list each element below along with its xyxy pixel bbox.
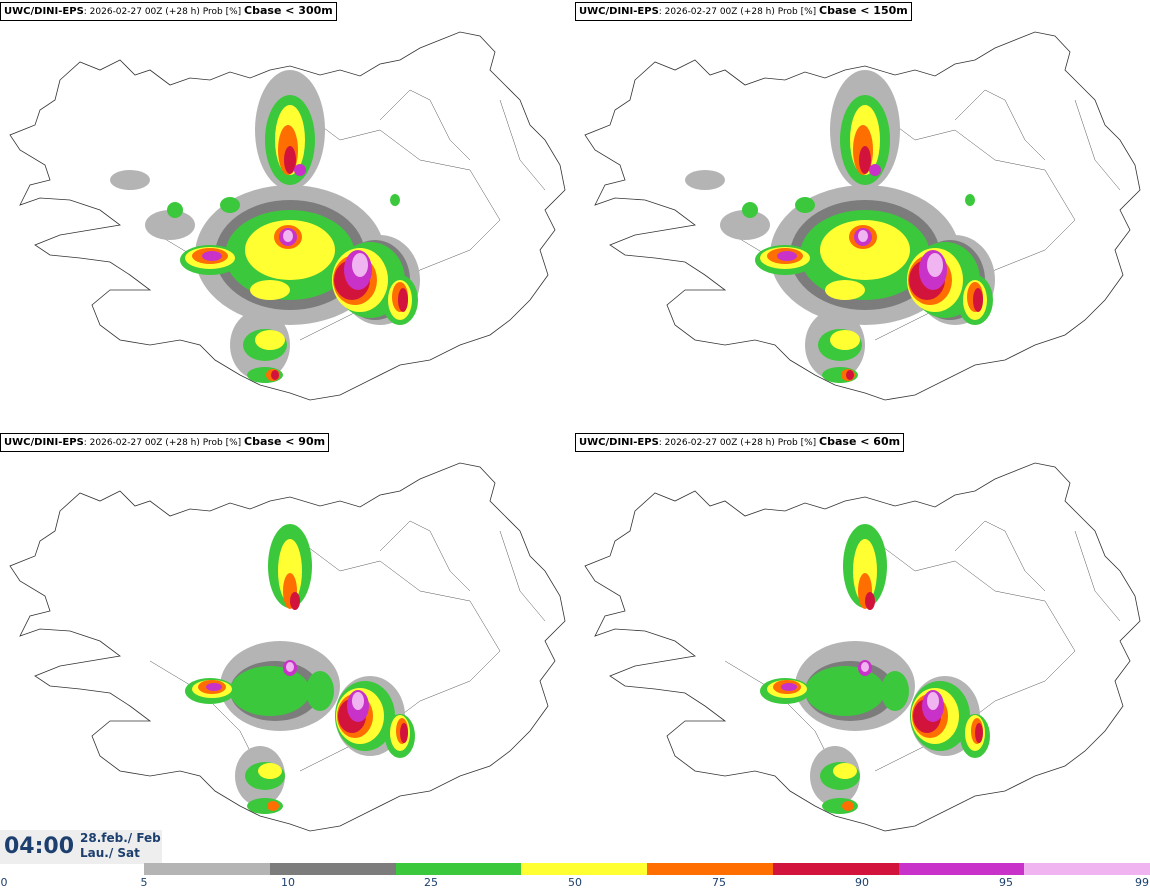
iceland-probability-map xyxy=(0,431,575,861)
iceland-probability-map xyxy=(0,0,575,430)
legend-seg-25-50 xyxy=(395,863,522,875)
legend-seg-10-25 xyxy=(269,863,396,875)
panel-title: UWC/DINI-EPS: 2026-02-27 00Z (+28 h) Pro… xyxy=(0,433,330,452)
valid-date: 28.feb./ Feb Lau./ Sat xyxy=(80,831,161,860)
legend-tick: 10 xyxy=(281,876,295,889)
legend-tick: 90 xyxy=(855,876,869,889)
legend-seg-99 xyxy=(1024,863,1150,875)
legend-seg-50-75 xyxy=(521,863,647,875)
legend-tick: 99 xyxy=(1135,876,1149,889)
legend-tick: 50 xyxy=(568,876,582,889)
legend-tick: 75 xyxy=(712,876,726,889)
legend-ticks: 0 5 10 25 50 75 90 95 99 xyxy=(0,875,1150,891)
valid-time-box: 04:00 28.feb./ Feb Lau./ Sat xyxy=(0,830,162,864)
map-panel-cbase-300: UWC/DINI-EPS: 2026-02-27 00Z (+28 h) Pro… xyxy=(0,0,575,430)
legend-colorbar xyxy=(144,863,1150,875)
legend-seg-95-99 xyxy=(898,863,1025,875)
panel-title: UWC/DINI-EPS: 2026-02-27 00Z (+28 h) Pro… xyxy=(575,2,912,21)
legend-seg-5-10 xyxy=(144,863,270,875)
map-panel-cbase-60: UWC/DINI-EPS: 2026-02-27 00Z (+28 h) Pro… xyxy=(575,431,1150,861)
valid-time: 04:00 xyxy=(4,834,75,859)
iceland-probability-map xyxy=(575,0,1150,430)
panel-title: UWC/DINI-EPS: 2026-02-27 00Z (+28 h) Pro… xyxy=(0,2,337,21)
legend-tick: 5 xyxy=(140,876,148,889)
iceland-probability-map xyxy=(575,431,1150,861)
legend-tick: 0 xyxy=(0,876,8,889)
legend-seg-90-95 xyxy=(772,863,899,875)
map-panel-cbase-150: UWC/DINI-EPS: 2026-02-27 00Z (+28 h) Pro… xyxy=(575,0,1150,430)
panel-title: UWC/DINI-EPS: 2026-02-27 00Z (+28 h) Pro… xyxy=(575,433,905,452)
legend-tick: 25 xyxy=(424,876,438,889)
legend-seg-75-90 xyxy=(647,863,773,875)
map-panel-cbase-90: UWC/DINI-EPS: 2026-02-27 00Z (+28 h) Pro… xyxy=(0,431,575,861)
legend-tick: 95 xyxy=(999,876,1013,889)
